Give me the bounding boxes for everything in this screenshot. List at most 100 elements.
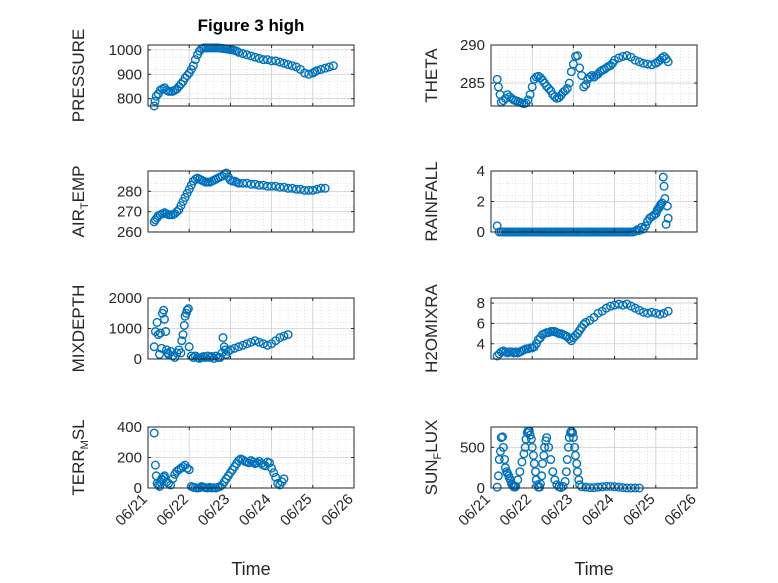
y-tick-label: 8 <box>477 295 485 312</box>
data-point <box>190 55 200 65</box>
data-point <box>279 182 289 192</box>
data-point <box>523 95 533 105</box>
data-point <box>218 333 228 343</box>
data-point <box>316 183 326 193</box>
data-point <box>581 80 591 90</box>
data-point <box>287 183 297 193</box>
data-point <box>573 51 583 61</box>
y-tick-label: 4 <box>477 163 485 180</box>
data-point <box>579 82 589 92</box>
data-point <box>234 456 244 466</box>
y-axis-label: TERRMSL <box>69 419 91 495</box>
data-point <box>560 86 570 96</box>
data-point <box>525 430 535 440</box>
data-point <box>250 336 260 346</box>
tick-marks <box>147 171 355 233</box>
subplot-5: 0 1000 2000 MIXDEPTH <box>69 285 355 372</box>
subplot-1: 800 900 1000 PRESSURE <box>69 29 355 122</box>
data-point <box>324 62 334 72</box>
x-axis-label-right: Time <box>574 559 613 579</box>
data-point <box>283 60 293 70</box>
data-point <box>273 478 283 488</box>
axes-box <box>147 44 355 107</box>
data-point <box>234 342 244 352</box>
subplot-2: 285 290 THETA <box>422 37 698 109</box>
x-axis-label-left: Time <box>231 559 270 579</box>
data-point <box>550 475 560 485</box>
y-tick-label: 290 <box>460 37 485 54</box>
data-point <box>494 455 504 465</box>
data-point <box>155 349 165 359</box>
data-point <box>159 314 169 324</box>
data-point <box>622 51 632 61</box>
series-markers <box>492 426 644 493</box>
data-point <box>246 51 256 61</box>
y-tick-label: 1000 <box>109 42 142 59</box>
data-point <box>655 309 665 319</box>
y-tick-label: 270 <box>117 204 142 221</box>
data-point <box>269 468 279 478</box>
data-point <box>544 442 554 452</box>
data-point <box>209 353 219 363</box>
data-point <box>548 467 558 477</box>
data-point <box>295 184 305 194</box>
data-point <box>172 207 182 217</box>
data-point <box>656 200 666 210</box>
data-point <box>643 59 653 69</box>
series-markers <box>149 168 330 227</box>
data-point <box>562 455 572 465</box>
data-point <box>184 465 194 475</box>
data-point <box>151 91 161 101</box>
tick-marks <box>147 426 355 489</box>
data-point <box>593 482 603 492</box>
data-point <box>279 58 289 68</box>
data-point <box>234 47 244 57</box>
data-point <box>179 320 189 330</box>
axes-box <box>490 426 698 489</box>
tick-marks <box>147 45 355 106</box>
data-point <box>550 92 560 102</box>
data-point <box>248 457 258 467</box>
data-point <box>254 53 264 63</box>
data-point <box>579 319 589 329</box>
series-markers <box>492 299 673 361</box>
data-point <box>568 433 578 443</box>
data-point <box>546 455 556 465</box>
data-point <box>250 179 260 189</box>
data-point <box>614 53 624 63</box>
data-point <box>161 327 171 337</box>
data-point <box>183 304 193 314</box>
tick-marks <box>147 297 355 360</box>
data-point <box>275 57 285 67</box>
data-point <box>560 476 570 486</box>
subplot-6: 4 6 8 H2OMIXRA <box>422 283 698 373</box>
y-axis-label: RAINFALL <box>422 161 441 241</box>
data-point <box>149 428 159 438</box>
data-point <box>267 56 277 66</box>
data-point <box>254 337 264 347</box>
data-point <box>287 61 297 71</box>
major-grid <box>491 298 697 359</box>
y-tick-label: 200 <box>117 450 142 467</box>
data-point <box>283 330 293 340</box>
data-point <box>188 61 198 71</box>
data-point <box>316 64 326 74</box>
data-point <box>562 83 572 93</box>
series-markers <box>492 51 673 109</box>
data-point <box>238 340 248 350</box>
data-point <box>150 96 160 106</box>
y-tick-label: 1000 <box>109 321 142 338</box>
y-tick-label: 280 <box>117 183 142 200</box>
axes-box <box>490 297 698 360</box>
data-point <box>258 55 268 65</box>
data-point <box>641 221 651 231</box>
data-point <box>498 442 508 452</box>
data-point <box>201 352 211 362</box>
data-point <box>182 70 192 80</box>
data-point <box>258 180 268 190</box>
data-point <box>225 345 235 355</box>
data-point <box>242 50 252 60</box>
series-markers <box>149 43 338 111</box>
